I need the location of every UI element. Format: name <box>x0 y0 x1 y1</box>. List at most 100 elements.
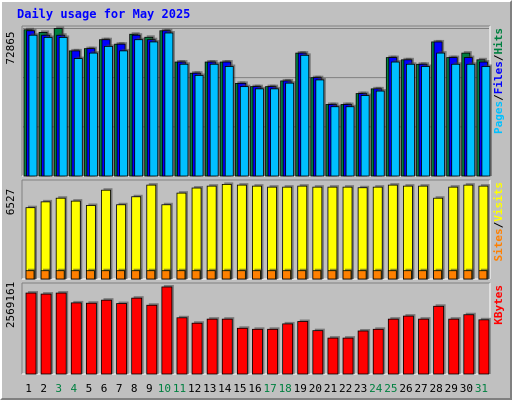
x-tick-label: 4 <box>71 382 78 395</box>
sites-bar <box>161 270 171 280</box>
pages-bar <box>209 63 219 177</box>
pages-bar <box>345 106 355 177</box>
pages-bar <box>270 88 279 177</box>
x-tick-label: 8 <box>131 382 138 395</box>
kbytes-bar <box>146 304 158 375</box>
pages-bar <box>149 41 159 177</box>
kbytes-bar <box>433 305 445 375</box>
x-tick-label: 11 <box>173 382 186 395</box>
pages-bar <box>179 63 189 177</box>
sites-bar <box>146 270 156 280</box>
kbytes-bar <box>131 297 143 375</box>
kbytes-bar <box>463 314 475 375</box>
pages-bar <box>466 63 476 177</box>
pages-bar <box>330 106 340 177</box>
visits-bar <box>327 186 338 280</box>
x-tick-label: 7 <box>116 382 123 395</box>
visits-bar <box>176 192 187 280</box>
visits-bar <box>478 185 489 280</box>
pages-bar <box>406 63 415 177</box>
x-tick-label: 14 <box>218 382 232 395</box>
kbytes-bar <box>161 286 173 375</box>
x-tick-label: 21 <box>324 382 337 395</box>
x-tick-label: 31 <box>475 382 488 395</box>
visits-bar <box>55 197 66 280</box>
visits-bar <box>25 207 36 280</box>
pages-bar <box>451 63 461 177</box>
visits-bar <box>221 183 232 280</box>
x-tick-label: 26 <box>399 382 412 395</box>
x-tick-label: 25 <box>384 382 397 395</box>
kbytes-bar <box>85 302 97 375</box>
visits-bar <box>297 185 308 280</box>
kbytes-bar <box>221 318 233 375</box>
visits-bar <box>463 184 474 280</box>
x-tick-label: 15 <box>233 382 246 395</box>
x-tick-label: 18 <box>279 382 292 395</box>
sites-bar <box>357 270 367 280</box>
pages-bar <box>421 66 430 177</box>
sites-bar <box>327 270 337 280</box>
sites-bar <box>101 270 110 280</box>
sites-bar <box>176 270 186 280</box>
x-tick-label: 27 <box>414 382 427 395</box>
sites-bar <box>55 270 65 280</box>
sites-bar <box>70 270 80 280</box>
sites-bar <box>387 270 397 280</box>
sites-bar <box>478 270 488 280</box>
x-tick-label: 2 <box>40 382 47 395</box>
x-tick-label: 12 <box>188 382 201 395</box>
pages-bar <box>375 90 385 177</box>
pages-bar <box>360 95 370 177</box>
y-max-label-visits: 6527 <box>4 189 17 216</box>
pages-bar <box>134 39 144 177</box>
sites-bar <box>25 270 35 280</box>
pages-bar <box>239 86 249 177</box>
sites-bar <box>403 270 412 280</box>
pages-bar <box>43 37 53 177</box>
visits-bar <box>101 189 111 280</box>
sites-bar <box>191 270 201 280</box>
x-tick-label: 1 <box>25 382 32 395</box>
sites-bar <box>342 270 352 280</box>
x-tick-label: 28 <box>430 382 443 395</box>
x-tick-label: 20 <box>309 382 322 395</box>
pages-bar <box>224 66 234 177</box>
kbytes-bar <box>403 315 414 375</box>
pages-bar <box>194 75 204 177</box>
kbytes-bar <box>116 303 127 375</box>
kbytes-bar <box>176 317 188 375</box>
x-tick-label: 19 <box>294 382 307 395</box>
sites-bar <box>282 270 292 280</box>
visits-bar <box>116 204 126 280</box>
kbytes-bar <box>478 319 490 375</box>
legend-kbytes: KBytes <box>492 285 505 325</box>
visits-bar <box>161 204 172 280</box>
x-tick-label: 5 <box>86 382 93 395</box>
sites-bar <box>85 270 95 280</box>
visits-bar <box>146 184 157 280</box>
y-max-label-kbytes: 2569161 <box>4 282 17 328</box>
pages-bar <box>58 37 68 177</box>
sites-bar <box>40 270 50 280</box>
visits-bar <box>403 185 413 280</box>
x-tick-label: 10 <box>158 382 171 395</box>
pages-bar <box>119 50 128 177</box>
pages-bar <box>88 52 98 177</box>
pages-bar <box>28 34 38 177</box>
pages-bar <box>255 88 264 177</box>
pages-bar <box>481 66 491 177</box>
visits-bar <box>342 186 353 280</box>
sites-bar <box>433 270 443 280</box>
kbytes-bar <box>191 322 203 375</box>
pages-bar <box>73 58 83 177</box>
x-tick-label: 6 <box>101 382 108 395</box>
kbytes-bar <box>327 337 339 375</box>
kbytes-bar <box>267 328 278 375</box>
sites-bar <box>312 270 322 280</box>
kbytes-bar <box>312 330 324 375</box>
sites-bar <box>116 270 125 280</box>
x-tick-label: 17 <box>263 382 276 395</box>
x-tick-label: 29 <box>445 382 458 395</box>
visits-bar <box>312 186 323 280</box>
